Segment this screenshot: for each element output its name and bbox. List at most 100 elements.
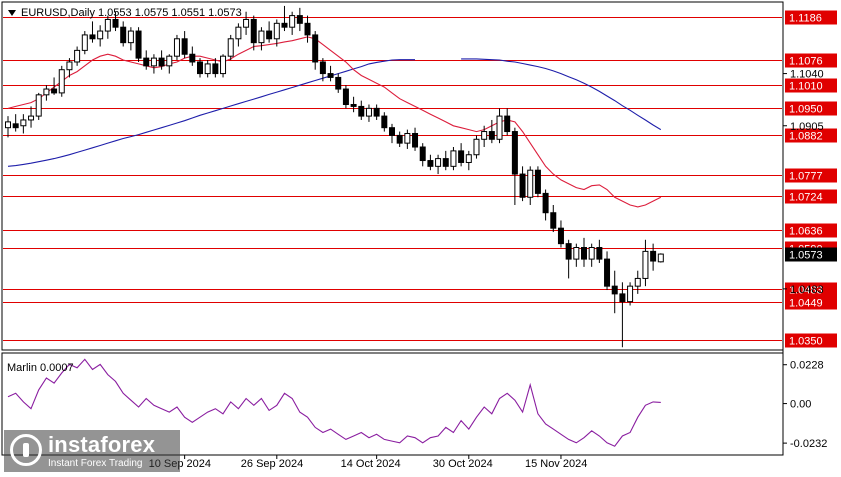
candle-body — [634, 277, 641, 287]
price-tick-label: 1.1040 — [790, 69, 824, 81]
candle-body — [135, 30, 142, 59]
candle — [150, 54, 157, 74]
candle-body — [573, 247, 580, 260]
candle — [634, 270, 641, 294]
candle — [120, 21, 127, 47]
candle-body — [66, 61, 73, 71]
osc-tick-label: 0.00 — [790, 399, 811, 411]
candle — [481, 125, 488, 148]
candle-body — [565, 243, 572, 260]
candle-body — [20, 119, 27, 127]
candle-body — [465, 154, 472, 163]
candle-body — [350, 103, 357, 107]
candle-body — [319, 61, 326, 75]
candle — [266, 21, 273, 43]
candle-body — [304, 22, 311, 36]
candle-body — [312, 34, 319, 63]
watermark-logo: instaforex Instant Forex Trading — [4, 430, 180, 472]
candle-body — [527, 169, 534, 198]
candle-body — [289, 15, 296, 28]
candle-body — [365, 107, 372, 117]
candle-body — [557, 227, 564, 245]
candle — [365, 104, 372, 122]
candle — [650, 243, 657, 271]
watermark-brand: instaforex — [48, 432, 156, 457]
candle — [250, 15, 257, 51]
candle — [312, 31, 319, 70]
candle — [550, 204, 557, 233]
level-label-bg — [785, 78, 837, 93]
candle-body — [127, 30, 134, 44]
candle-body — [619, 293, 626, 303]
candle — [419, 143, 426, 167]
candle-body — [166, 55, 173, 67]
candle-body — [381, 115, 388, 129]
watermark-tagline: Instant Forex Trading — [48, 458, 143, 469]
candle-body — [511, 131, 518, 175]
candle-body — [596, 247, 603, 260]
candle-body — [627, 285, 634, 303]
candle-body — [650, 250, 657, 262]
candle — [573, 243, 580, 267]
candle — [427, 154, 434, 171]
level-label: 1.0724 — [789, 192, 823, 204]
candle-body — [258, 30, 265, 44]
time-tick-label: 15 Nov 2024 — [525, 458, 587, 470]
candle — [511, 127, 518, 205]
osc-tick-label: 0.0228 — [790, 360, 824, 372]
candle — [611, 270, 618, 314]
candle-body — [89, 34, 96, 40]
candle — [51, 77, 58, 95]
candle — [657, 253, 664, 263]
candle-body — [227, 38, 234, 57]
level-label: 1.1010 — [789, 81, 823, 93]
candle-body — [542, 192, 549, 214]
level-label: 1.0636 — [789, 226, 823, 238]
candle-body — [373, 107, 380, 117]
candle-body — [58, 69, 65, 94]
level-label: 1.0777 — [789, 171, 823, 183]
ma-fast-line — [7, 36, 662, 208]
candle-body — [212, 63, 219, 75]
candle-body — [427, 160, 434, 167]
candle — [404, 129, 411, 149]
candle — [565, 239, 572, 279]
candle-body — [642, 250, 649, 279]
candle-body — [504, 115, 511, 133]
candle — [20, 114, 27, 134]
chart-title: EURUSD,Daily 1.0553 1.0575 1.0551 1.0573 — [21, 7, 242, 19]
candle — [435, 154, 442, 175]
candle — [97, 25, 104, 47]
level-label-bg — [785, 101, 837, 116]
osc-tick-label: -0.0232 — [790, 438, 827, 450]
candle-body — [220, 55, 227, 75]
candle — [389, 123, 395, 144]
price-tick-label: 1.0483 — [790, 284, 824, 296]
candle — [58, 65, 65, 97]
indicator-title: Marlin 0.0007 — [7, 362, 74, 374]
candle-body — [150, 57, 157, 67]
candles: 1.0573 — [5, 5, 837, 348]
candle-body — [550, 212, 557, 229]
candle — [143, 50, 150, 70]
candle-body — [442, 158, 449, 167]
time-tick-label: 30 Oct 2024 — [433, 458, 493, 470]
candle — [243, 11, 250, 35]
candle — [381, 112, 388, 132]
candle-body — [389, 127, 395, 136]
candle-body — [657, 253, 664, 263]
candle — [296, 7, 303, 32]
level-label: 1.1076 — [789, 56, 823, 68]
candle-body — [112, 18, 119, 28]
candle — [227, 34, 234, 61]
candle — [327, 65, 334, 82]
candle — [304, 15, 311, 43]
candle-body — [534, 169, 541, 194]
level-label-bg — [785, 53, 837, 68]
candle — [519, 166, 526, 202]
candle — [89, 21, 96, 43]
collapse-triangle-icon[interactable] — [8, 10, 16, 16]
candle — [5, 116, 11, 138]
